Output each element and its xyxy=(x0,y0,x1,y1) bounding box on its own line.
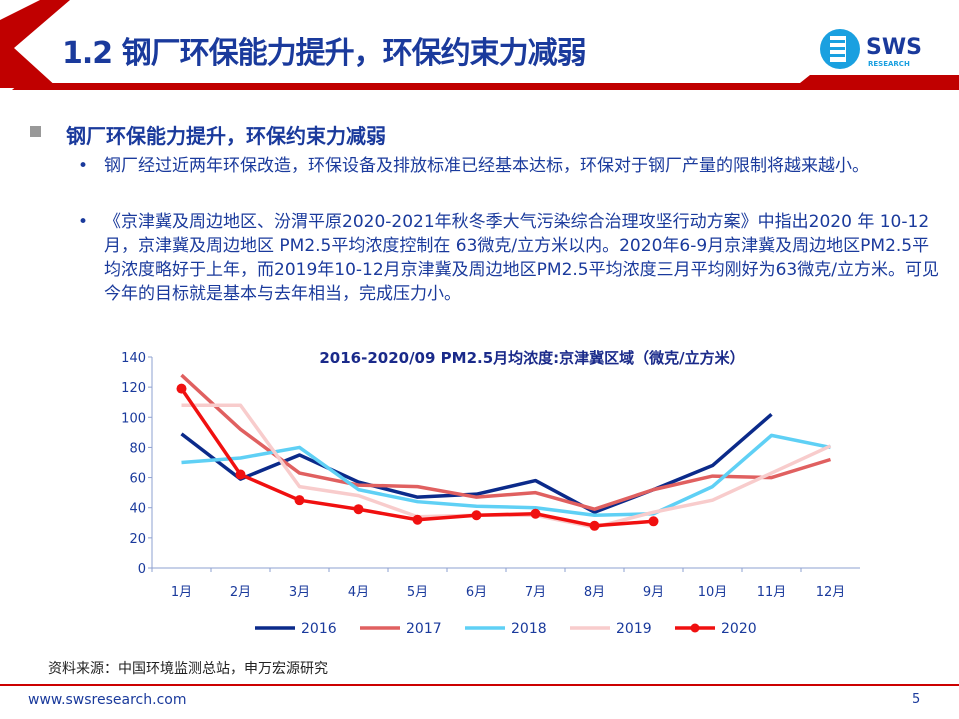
data-point-2020 xyxy=(412,514,423,525)
page-title: 1.2 钢厂环保能力提升，环保约束力减弱 xyxy=(62,36,587,71)
data-point-2020 xyxy=(648,516,659,527)
legend-marker-2020 xyxy=(690,623,700,633)
section-heading: 钢厂环保能力提升，环保约束力减弱 xyxy=(66,124,386,148)
x-tick-label: 11月 xyxy=(757,585,787,600)
x-tick-label: 12月 xyxy=(816,585,846,600)
bullet-text: 钢厂经过近两年环保改造，环保设备及排放标准已经基本达标，环保对于钢厂产量的限制将… xyxy=(104,156,869,176)
x-tick-label: 6月 xyxy=(466,585,487,600)
data-point-2020 xyxy=(235,469,246,480)
legend-label-2018: 2018 xyxy=(511,621,547,637)
y-tick-label: 60 xyxy=(129,472,146,487)
square-bullet-icon xyxy=(30,126,41,137)
bullet-icon: • xyxy=(78,156,89,176)
data-point-2020 xyxy=(353,504,364,515)
x-tick-label: 1月 xyxy=(171,585,192,600)
y-tick-label: 0 xyxy=(138,562,146,577)
series-line-2016 xyxy=(180,412,773,514)
header-banner xyxy=(0,0,959,90)
svg-text:SWS: SWS xyxy=(866,35,922,60)
data-point-2020 xyxy=(294,495,305,506)
svg-text:RESEARCH: RESEARCH xyxy=(868,60,910,68)
y-tick-label: 40 xyxy=(129,502,146,517)
x-tick-label: 2月 xyxy=(230,585,251,600)
data-point-2020 xyxy=(176,383,187,394)
y-tick-label: 80 xyxy=(129,441,146,456)
x-tick-label: 5月 xyxy=(407,585,428,600)
data-point-2020 xyxy=(471,510,482,521)
chart-title: 2016-2020/09 PM2.5月均浓度:京津冀区域（微克/立方米） xyxy=(319,349,744,367)
x-tick-label: 3月 xyxy=(289,585,310,600)
x-tick-label: 8月 xyxy=(584,585,605,600)
x-tick-label: 7月 xyxy=(525,585,546,600)
bullet-text: 《京津冀及周边地区、汾渭平原2020-2021年秋冬季大气污染综合治理攻坚行动方… xyxy=(104,212,939,304)
x-tick-label: 9月 xyxy=(643,585,664,600)
website-link[interactable]: www.swsresearch.com xyxy=(28,692,187,708)
footer-divider xyxy=(0,684,959,686)
y-tick-label: 100 xyxy=(121,411,146,426)
legend-label-2020: 2020 xyxy=(721,621,757,637)
x-tick-label: 10月 xyxy=(698,585,728,600)
sws-logo: SWS RESEARCH xyxy=(820,29,922,69)
legend-label-2019: 2019 xyxy=(616,621,652,637)
data-point-2020 xyxy=(530,508,541,519)
x-tick-label: 4月 xyxy=(348,585,369,600)
y-tick-label: 20 xyxy=(129,532,146,547)
legend-label-2017: 2017 xyxy=(406,621,442,637)
page-number: 5 xyxy=(912,692,921,707)
legend-label-2016: 2016 xyxy=(301,621,337,637)
bullet-icon: • xyxy=(78,212,89,232)
series-line-2019 xyxy=(181,403,832,530)
series-line-2018 xyxy=(181,433,831,517)
y-tick-label: 140 xyxy=(121,351,146,366)
data-point-2020 xyxy=(589,520,600,531)
y-tick-label: 120 xyxy=(121,381,146,396)
source-note: 资料来源：中国环境监测总站，申万宏源研究 xyxy=(48,661,328,677)
